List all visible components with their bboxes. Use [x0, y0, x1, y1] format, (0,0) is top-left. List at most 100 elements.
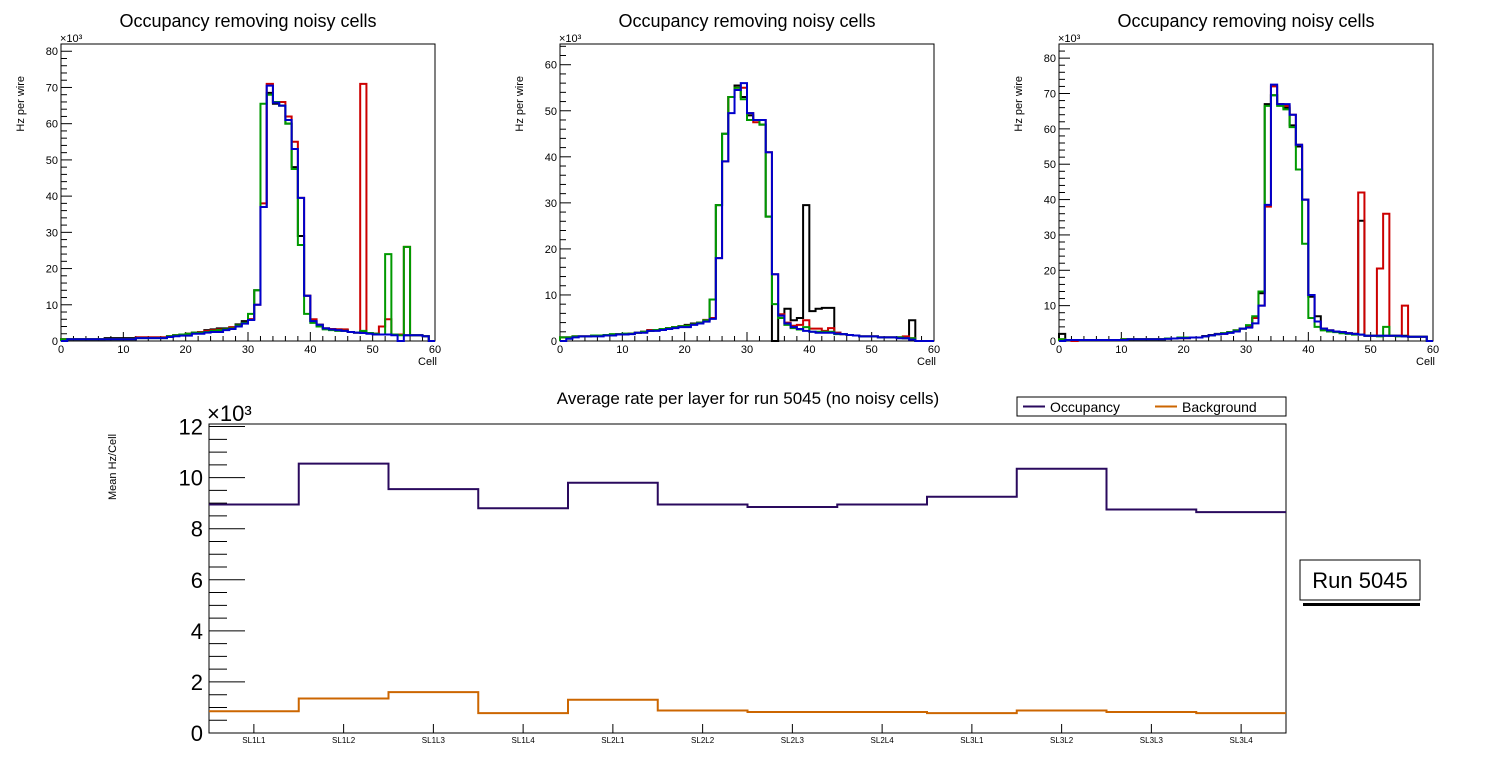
y-tick-label: 2: [191, 670, 203, 695]
x-category-label: SL1L1: [242, 736, 266, 745]
panel-3-xlabel: Cell: [1416, 356, 1435, 368]
panel-3-plot: 0 10 20 30 40 50 60 70 80 0 10 20 30 40 50 60: [1044, 43, 1439, 356]
panel-1-exponent: ×10³: [60, 33, 83, 45]
series-black-line: [559, 84, 934, 342]
plot-frame: [60, 43, 436, 342]
y-tick-label: 80: [1044, 53, 1056, 65]
x-category-label: SL3L2: [1050, 736, 1074, 745]
y-tick-label: 40: [545, 152, 557, 164]
x-tick-label: 10: [616, 344, 628, 356]
series-blue-line: [560, 82, 934, 342]
x-tick-label: 50: [866, 344, 878, 356]
x-category-label: SL1L3: [422, 736, 446, 745]
y-tick-label: 10: [46, 300, 58, 312]
x-tick-label: 50: [367, 344, 379, 356]
x-category-label: SL2L3: [781, 736, 805, 745]
x-tick-label: 20: [1178, 344, 1190, 356]
y-tick-label: 12: [179, 415, 203, 440]
x-tick-label: 30: [242, 344, 254, 356]
y-tick-label: 0: [551, 336, 557, 348]
y-tick-label: 20: [545, 244, 557, 256]
series-background-line: [209, 691, 1286, 715]
x-tick-label: 0: [58, 344, 64, 356]
x-category-label: SL3L3: [1140, 736, 1164, 745]
y-tick-label: 20: [1044, 265, 1056, 277]
layer-chart-title: Average rate per layer for run 5045 (no …: [557, 389, 939, 408]
y-tick-label: 30: [545, 198, 557, 210]
y-tick-label: 0: [1050, 336, 1056, 348]
series-occupancy-line: [209, 462, 1286, 514]
x-tick-label: 40: [803, 344, 815, 356]
x-category-label: SL1L4: [512, 736, 536, 745]
x-category-label: SL1L2: [332, 736, 356, 745]
panel-3-title: Occupancy removing noisy cells: [1117, 11, 1374, 31]
y-tick-label: 50: [545, 106, 557, 118]
occupancy-panel-1: Occupancy removing noisy cells Hz per wi…: [15, 11, 441, 368]
y-tick-label: 0: [191, 721, 203, 746]
y-tick-label: 60: [545, 60, 557, 72]
y-tick-label: 70: [1044, 89, 1056, 101]
y-tick-label: 10: [1044, 301, 1056, 313]
panel-1-title: Occupancy removing noisy cells: [119, 11, 376, 31]
panel-2-ylabel: Hz per wire: [514, 76, 526, 132]
x-tick-label: 30: [741, 344, 753, 356]
series-black-line: [60, 91, 435, 342]
panel-1-plot: 0 10 20 30 40 50 60 70 80 0 10 20 30 40 50 60: [46, 43, 441, 356]
x-tick-label: 60: [928, 344, 940, 356]
layer-chart-plot: 0 2 4 6 8 10 12 SL1L1 SL1L2 SL1L3 SL1L4 SL2L1 SL2L2 S…: [179, 415, 1287, 746]
x-tick-label: 50: [1365, 344, 1377, 356]
panel-3-exponent: ×10³: [1058, 33, 1081, 45]
y-tick-label: 10: [545, 290, 557, 302]
series-green-line: [559, 86, 934, 342]
panel-1-xlabel: Cell: [418, 356, 437, 368]
x-category-label: SL2L4: [871, 736, 895, 745]
y-tick-label: 30: [46, 227, 58, 239]
series-blue-line: [61, 84, 435, 342]
series-red-line: [559, 86, 934, 342]
x-tick-label: 60: [429, 344, 441, 356]
occupancy-panel-2: Occupancy removing noisy cells Hz per wi…: [514, 11, 940, 368]
x-tick-label: 0: [1056, 344, 1062, 356]
layer-chart-ylabel: Mean Hz/Cell: [107, 434, 119, 500]
occupancy-panel-3: Occupancy removing noisy cells Hz per wi…: [1013, 11, 1439, 368]
y-tick-label: 6: [191, 568, 203, 593]
series-red-line: [60, 82, 435, 342]
panel-2-plot: 0 10 20 30 40 50 60 0 10 20 30 40 50 60: [545, 43, 940, 356]
series-red-line: [1058, 85, 1433, 342]
x-category-label: SL3L1: [960, 736, 984, 745]
y-tick-label: 40: [46, 191, 58, 203]
panel-1-ylabel: Hz per wire: [15, 76, 27, 132]
run-label: Run 5045: [1312, 568, 1407, 593]
y-tick-label: 80: [46, 46, 58, 58]
legend-occupancy-label: Occupancy: [1050, 399, 1120, 415]
layer-chart-legend: Occupancy Background: [1016, 396, 1287, 417]
y-tick-label: 40: [1044, 195, 1056, 207]
x-category-label: SL3L4: [1230, 736, 1254, 745]
y-tick-label: 70: [46, 82, 58, 94]
x-tick-label: 30: [1240, 344, 1252, 356]
x-tick-label: 40: [304, 344, 316, 356]
legend-background-label: Background: [1182, 399, 1257, 415]
y-tick-label: 60: [46, 119, 58, 131]
x-tick-label: 20: [180, 344, 192, 356]
series-green-line: [60, 93, 435, 342]
run-label-box: Run 5045: [1299, 559, 1421, 606]
x-tick-label: 60: [1427, 344, 1439, 356]
x-tick-label: 40: [1302, 344, 1314, 356]
y-tick-label: 50: [1044, 159, 1056, 171]
panel-3-ylabel: Hz per wire: [1013, 76, 1025, 132]
y-tick-label: 30: [1044, 230, 1056, 242]
panel-2-title: Occupancy removing noisy cells: [618, 11, 875, 31]
panel-2-xlabel: Cell: [917, 356, 936, 368]
x-category-label: SL2L2: [691, 736, 715, 745]
y-tick-label: 4: [191, 619, 203, 644]
y-tick-label: 10: [179, 466, 203, 491]
y-tick-label: 20: [46, 264, 58, 276]
x-tick-label: 20: [679, 344, 691, 356]
x-category-label: SL2L1: [601, 736, 625, 745]
plot-frame: [208, 423, 1287, 734]
y-tick-label: 60: [1044, 124, 1056, 136]
x-tick-label: 10: [117, 344, 129, 356]
series-blue-line: [1059, 83, 1433, 342]
